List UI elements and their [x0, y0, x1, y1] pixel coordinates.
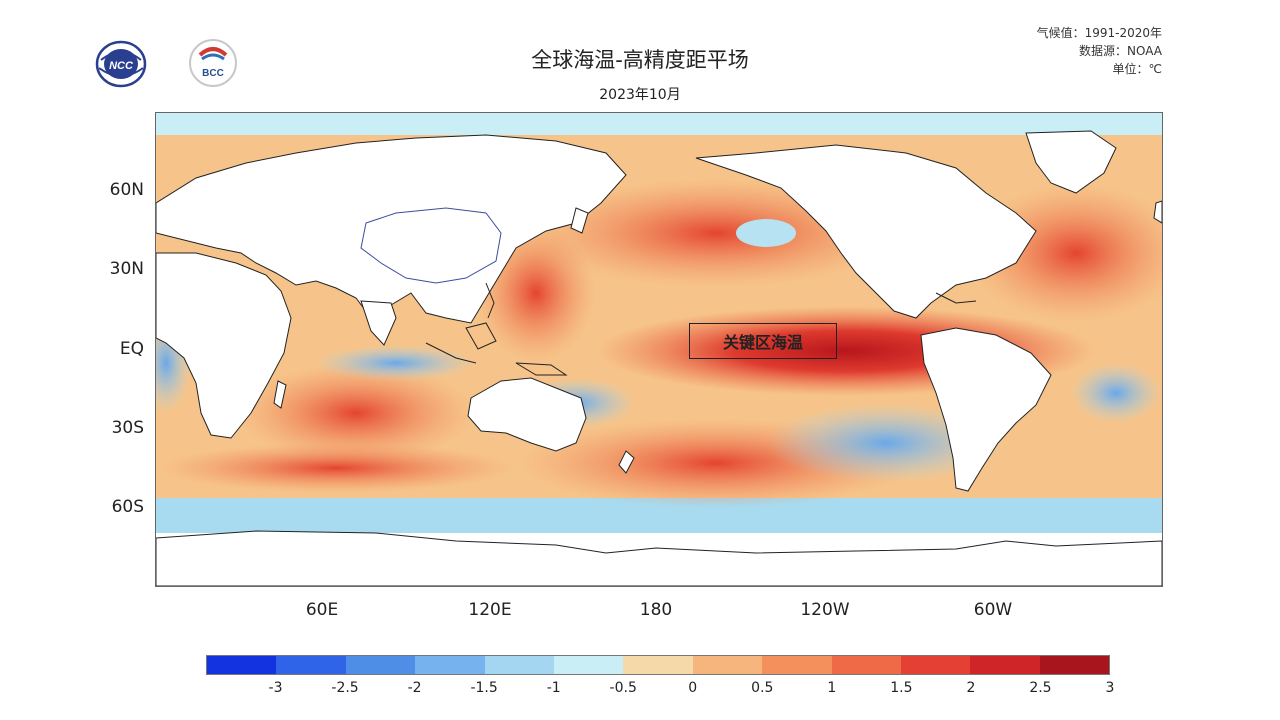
bcc-logo-text: BCC [202, 68, 224, 79]
colorbar-segment-4 [484, 656, 554, 674]
australia-land [467, 377, 587, 452]
data-source-label: 数据源：NOAA [1079, 44, 1162, 58]
map-subtitle: 2023年10月 [599, 87, 681, 103]
lat-label-eq: EQ [119, 339, 144, 359]
north-america-land [695, 144, 1037, 319]
lon-label-60w: 60W [973, 600, 1013, 620]
new-guinea-coast [515, 362, 568, 376]
indian-ocean-warm [236, 363, 476, 463]
lon-label-120e: 120E [468, 600, 512, 620]
antarctica-land [156, 530, 1162, 586]
atlantic-cool [1071, 363, 1161, 423]
china-outline [360, 207, 502, 284]
colorbar-segment-1 [276, 656, 346, 674]
lat-label-60s: 60S [111, 497, 144, 517]
unit-label: 单位：℃ [1112, 62, 1162, 76]
eurasia-land [156, 134, 627, 324]
caribbean-coast [935, 292, 977, 304]
colorbar-segment-11 [970, 656, 1040, 674]
india-land [360, 300, 397, 346]
colorbar-tick-label: -0.5 [609, 680, 637, 696]
lat-label-60n: 60N [109, 180, 144, 200]
indonesia-cool [316, 345, 476, 381]
southern-warm-band [156, 443, 516, 493]
map-meta: 气候值：1991-2020年 数据源：NOAA 单位：℃ [1037, 24, 1162, 78]
colorbar-segment-10 [900, 656, 971, 674]
colorbar-tick-label: 2 [966, 680, 976, 696]
colorbar-tick-label: 1 [827, 680, 837, 696]
lon-label-180: 180 [639, 600, 673, 620]
borneo-coast [465, 322, 497, 350]
colorbar-segment-12 [1039, 656, 1110, 674]
climatology-label: 气候值：1991-2020年 [1036, 26, 1162, 40]
madagascar-land [273, 380, 287, 409]
south-america-land [920, 327, 1052, 492]
japan-land [570, 207, 589, 234]
ncc-logo-text: NCC [109, 60, 134, 72]
ncc-logo: NCC [95, 40, 147, 88]
lat-label-30n: 30N [109, 259, 144, 279]
lat-label-30s: 30S [111, 418, 144, 438]
colorbar-tick-label: -1 [546, 680, 561, 696]
colorbar-segment-8 [762, 656, 832, 674]
bcc-logo: BCC [188, 38, 238, 88]
new-zealand-land [618, 450, 635, 474]
colorbar-segment-9 [831, 656, 901, 674]
colorbar-tick-label: 1.5 [890, 680, 913, 696]
key-region-box: 关键区海温 [689, 323, 837, 359]
africa-land [156, 252, 292, 439]
uk-land [1153, 200, 1162, 224]
greenland-land [1025, 130, 1117, 194]
colorbar-tick-label: 3 [1105, 680, 1115, 696]
colorbar-segment-7 [692, 656, 763, 674]
colorbar-tick-label: -1.5 [470, 680, 498, 696]
colorbar-tick-label: 2.5 [1029, 680, 1052, 696]
colorbar-segment-0 [207, 656, 277, 674]
colorbar-segment-5 [553, 656, 624, 674]
map-title: 全球海温-高精度距平场 [531, 48, 749, 72]
colorbar-tick-label: 0.5 [751, 680, 774, 696]
nw-pacific-cool [736, 219, 796, 247]
sumatra-coast [425, 342, 477, 364]
lon-label-60e: 60E [305, 600, 339, 620]
colorbar-tick-label: 0 [688, 680, 698, 696]
colorbar-segment-6 [623, 656, 693, 674]
arctic-band [156, 113, 1162, 135]
colorbar-tick-label: -2.5 [331, 680, 359, 696]
lon-label-120w: 120W [800, 600, 850, 620]
colorbar-tick-label: -2 [407, 680, 422, 696]
philippines-coast [485, 282, 495, 319]
colorbar [206, 655, 1110, 675]
sst-anomaly-map [155, 112, 1163, 587]
colorbar-segment-2 [345, 656, 416, 674]
colorbar-tick-label: -3 [268, 680, 283, 696]
colorbar-segment-3 [415, 656, 485, 674]
